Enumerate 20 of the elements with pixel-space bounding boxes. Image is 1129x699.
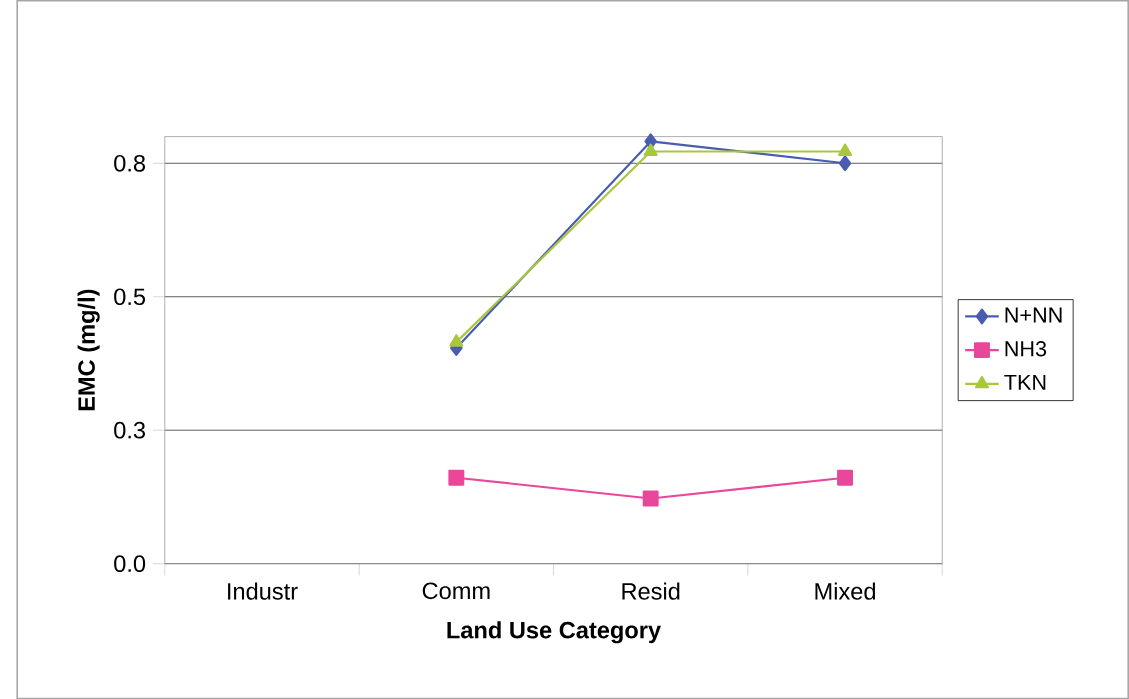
point — [642, 490, 659, 507]
y-axis-title: EMC (mg/l) — [77, 289, 100, 411]
legend-label: N+NN — [1005, 307, 1062, 323]
x-axis-title: Land Use Category — [447, 621, 661, 644]
x-tick-label: Comm — [422, 582, 490, 600]
point — [837, 469, 854, 486]
point — [448, 469, 465, 486]
y-tick-label: 0.5 — [114, 288, 146, 305]
legend-label: TKN — [1004, 374, 1046, 390]
legend-label: NH3 — [1005, 340, 1047, 357]
y-tick-label: 0.3 — [114, 421, 146, 439]
x-tick-label: Resid — [622, 582, 680, 600]
point — [449, 334, 464, 347]
x-tick-label: Mixed — [815, 582, 876, 600]
y-tick-label: 0.8 — [114, 154, 146, 172]
point — [837, 143, 853, 156]
y-tick-label: 0.0 — [114, 555, 146, 572]
x-tick-label: Industr — [228, 582, 298, 600]
point — [838, 155, 852, 172]
point — [643, 143, 658, 156]
